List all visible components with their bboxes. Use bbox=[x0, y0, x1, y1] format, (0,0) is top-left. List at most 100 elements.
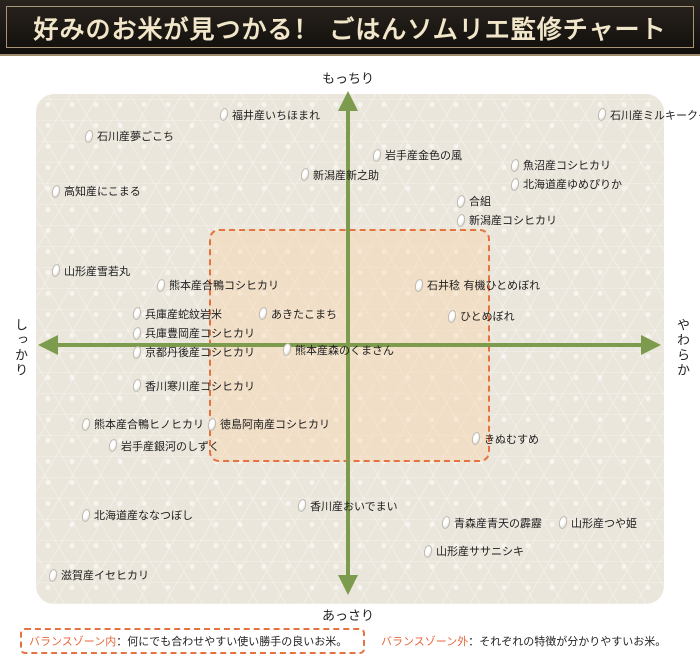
horizontal-axis-arrow bbox=[38, 335, 661, 355]
rice-point: 北海道産ゆめぴりか bbox=[509, 176, 622, 192]
rice-point: 徳島阿南産コシヒカリ bbox=[206, 416, 330, 432]
rice-grain-icon bbox=[218, 107, 230, 122]
rice-point-label: 徳島阿南産コシヒカリ bbox=[220, 418, 330, 432]
rice-grain-icon bbox=[206, 416, 218, 432]
rice-point-label: 福井産いちほまれ bbox=[232, 108, 320, 122]
rice-point-label: 熊本産合鴨コシヒカリ bbox=[169, 279, 279, 292]
rice-grain-icon bbox=[371, 148, 383, 163]
rice-grain-icon bbox=[557, 515, 569, 530]
rice-grain-icon bbox=[509, 176, 521, 192]
rice-point-label: 新潟産新之助 bbox=[313, 168, 379, 182]
rice-grain-icon bbox=[80, 416, 92, 432]
rice-point: 石川産ミルキークイーン bbox=[596, 107, 700, 123]
legend-outside-key: バランスゾーン外 bbox=[381, 635, 469, 648]
rice-grain-icon bbox=[50, 184, 62, 199]
axis-label-right: やわらか bbox=[674, 318, 689, 378]
rice-point-label: 北海道産ゆめぴりか bbox=[523, 178, 622, 192]
rice-point: 兵庫産蛇紋岩米 bbox=[131, 306, 222, 322]
rice-grain-icon bbox=[296, 498, 308, 513]
rice-point-label: 香川寒川産コシヒカリ bbox=[145, 379, 255, 393]
rice-point-label: 熊本産合鴨ヒノヒカリ bbox=[94, 418, 204, 432]
rice-point-label: 北海道産ななつぼし bbox=[94, 509, 193, 523]
rice-point: 石井稔 有機ひとめぼれ bbox=[413, 277, 541, 293]
rice-grain-icon bbox=[413, 277, 425, 293]
rice-point-label: ひとめぼれ bbox=[460, 310, 515, 324]
rice-point: 熊本産合鴨コシヒカリ bbox=[155, 277, 279, 293]
rice-point-label: 滋賀産イセヒカリ bbox=[61, 569, 149, 583]
rice-point: 香川産おいでまい bbox=[296, 498, 398, 514]
rice-point: 福井産いちほまれ bbox=[218, 107, 320, 123]
rice-grain-icon bbox=[83, 128, 95, 144]
rice-point-label: 新潟産コシヒカリ bbox=[469, 214, 557, 228]
rice-grain-icon bbox=[596, 107, 608, 122]
rice-grain-icon bbox=[107, 438, 119, 453]
chart-title: 好みのお米が見つかる！ ごはんソムリエ監修チャート bbox=[33, 15, 667, 44]
axis-label-left: しっかり bbox=[12, 318, 27, 378]
rice-point-label: あきたこまち bbox=[271, 307, 337, 321]
rice-point-label: 石井稔 有機ひとめぼれ bbox=[427, 279, 541, 292]
rice-point: 山形産ササニシキ bbox=[422, 543, 524, 559]
chart-header: 好みのお米が見つかる！ ごはんソムリエ監修チャート bbox=[0, 0, 700, 56]
legend-outside: バランスゾーン外：それぞれの特徴が分かりやすいお米。 bbox=[381, 633, 666, 649]
axis-label-top: もっちり bbox=[322, 72, 375, 87]
rice-point: 京都丹後産コシヒカリ bbox=[131, 344, 255, 360]
rice-point-label: きぬむすめ bbox=[484, 432, 539, 446]
rice-grain-icon bbox=[281, 342, 293, 357]
rice-point-label: 熊本産森のくまさん bbox=[295, 343, 394, 357]
legend-inside-key: バランスゾーン内 bbox=[29, 635, 117, 648]
rice-point: 兵庫豊岡産コシヒカリ bbox=[131, 325, 255, 341]
rice-grain-icon bbox=[446, 308, 458, 324]
rice-grain-icon bbox=[50, 263, 62, 278]
rice-point-label: 香川産おいでまい bbox=[310, 499, 398, 513]
legend-outside-text: ：それぞれの特徴が分かりやすいお米。 bbox=[468, 635, 667, 648]
rice-point-label: 魚沼産コシヒカリ bbox=[523, 159, 611, 172]
rice-grain-icon bbox=[299, 167, 311, 182]
axis-label-bottom: あっさり bbox=[322, 609, 375, 624]
rice-point: 新潟産コシヒカリ bbox=[455, 212, 557, 228]
rice-point: ひとめぼれ bbox=[446, 308, 515, 324]
rice-grain-icon bbox=[131, 325, 143, 341]
rice-point: 新潟産新之助 bbox=[299, 167, 379, 183]
rice-point: 高知産にこまる bbox=[50, 183, 141, 199]
rice-grain-icon bbox=[131, 344, 143, 360]
legend-inside-text: ：何にでも合わせやすい使い勝手の良いお米。 bbox=[116, 635, 348, 648]
rice-point: 岩手産金色の風 bbox=[371, 147, 462, 163]
rice-grain-icon bbox=[455, 212, 467, 228]
rice-point-label: 山形産つや姫 bbox=[571, 516, 637, 530]
rice-point: 石川産夢ごこち bbox=[83, 128, 174, 144]
rice-grain-icon bbox=[47, 568, 59, 583]
rice-grain-icon bbox=[509, 157, 521, 173]
rice-point-label: 合組 bbox=[469, 195, 491, 208]
rice-grain-icon bbox=[422, 544, 434, 559]
rice-grain-icon bbox=[455, 193, 467, 209]
rice-point: きぬむすめ bbox=[470, 431, 539, 447]
rice-point-label: 兵庫産蛇紋岩米 bbox=[145, 307, 222, 321]
rice-point-label: 青森産青天の霹靂 bbox=[454, 516, 542, 530]
rice-point-label: 山形産雪若丸 bbox=[64, 264, 130, 278]
rice-point: 北海道産ななつぼし bbox=[80, 507, 193, 523]
rice-point: 山形産雪若丸 bbox=[50, 263, 130, 279]
rice-point: 青森産青天の霹靂 bbox=[440, 515, 542, 531]
rice-grain-icon bbox=[470, 431, 482, 446]
legend-inside: バランスゾーン内：何にでも合わせやすい使い勝手の良いお米。 bbox=[29, 633, 347, 649]
rice-point: 滋賀産イセヒカリ bbox=[47, 567, 149, 583]
rice-point: 熊本産森のくまさん bbox=[281, 342, 394, 358]
rice-grain-icon bbox=[155, 277, 167, 293]
rice-grain-icon bbox=[131, 306, 143, 321]
rice-point-label: 岩手産銀河のしずく bbox=[121, 439, 220, 453]
rice-point: 熊本産合鴨ヒノヒカリ bbox=[80, 416, 204, 432]
rice-point-label: 石川産ミルキークイーン bbox=[610, 108, 700, 122]
legend-inside-box bbox=[20, 628, 365, 654]
rice-point-label: 兵庫豊岡産コシヒカリ bbox=[145, 327, 255, 340]
rice-grain-icon bbox=[131, 378, 143, 393]
rice-point: 合組 bbox=[455, 193, 491, 209]
rice-point: あきたこまち bbox=[257, 306, 337, 322]
rice-point: 山形産つや姫 bbox=[557, 515, 637, 531]
rice-point-label: 京都丹後産コシヒカリ bbox=[145, 346, 255, 360]
rice-grain-icon bbox=[80, 508, 92, 523]
header-frame bbox=[6, 6, 694, 48]
rice-point: 岩手産銀河のしずく bbox=[107, 438, 220, 454]
rice-point-label: 高知産にこまる bbox=[64, 185, 141, 199]
rice-point: 魚沼産コシヒカリ bbox=[509, 157, 611, 173]
